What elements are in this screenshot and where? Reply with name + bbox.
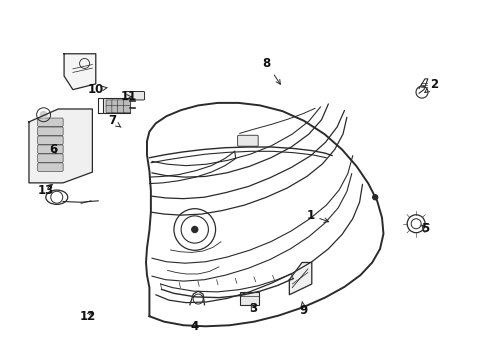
FancyBboxPatch shape xyxy=(118,105,124,113)
FancyBboxPatch shape xyxy=(103,98,130,113)
Text: 6: 6 xyxy=(49,143,58,156)
Circle shape xyxy=(372,195,377,200)
Text: 4: 4 xyxy=(190,320,199,333)
FancyBboxPatch shape xyxy=(38,118,63,126)
FancyBboxPatch shape xyxy=(38,154,63,162)
Circle shape xyxy=(191,226,197,233)
Text: 2: 2 xyxy=(424,78,438,93)
Text: 10: 10 xyxy=(87,83,107,96)
FancyBboxPatch shape xyxy=(38,145,63,153)
FancyBboxPatch shape xyxy=(118,100,124,107)
FancyBboxPatch shape xyxy=(123,100,130,107)
Text: 12: 12 xyxy=(79,310,96,324)
Polygon shape xyxy=(289,262,311,295)
Text: 3: 3 xyxy=(249,302,257,315)
FancyBboxPatch shape xyxy=(106,105,113,113)
Polygon shape xyxy=(64,54,96,90)
Text: 1: 1 xyxy=(305,209,328,222)
Text: 9: 9 xyxy=(299,302,307,318)
FancyBboxPatch shape xyxy=(38,136,63,144)
Text: 11: 11 xyxy=(120,90,136,103)
Text: 7: 7 xyxy=(107,114,121,127)
Text: 8: 8 xyxy=(262,57,280,84)
FancyBboxPatch shape xyxy=(106,100,113,107)
FancyBboxPatch shape xyxy=(239,292,259,305)
FancyBboxPatch shape xyxy=(237,135,258,146)
FancyBboxPatch shape xyxy=(38,127,63,135)
FancyBboxPatch shape xyxy=(112,105,119,113)
FancyBboxPatch shape xyxy=(125,91,144,100)
FancyBboxPatch shape xyxy=(123,105,130,113)
FancyBboxPatch shape xyxy=(38,163,63,171)
Text: 5: 5 xyxy=(420,222,428,235)
FancyBboxPatch shape xyxy=(112,100,119,107)
Circle shape xyxy=(40,111,47,119)
Polygon shape xyxy=(29,109,92,183)
Text: 13: 13 xyxy=(38,184,54,197)
